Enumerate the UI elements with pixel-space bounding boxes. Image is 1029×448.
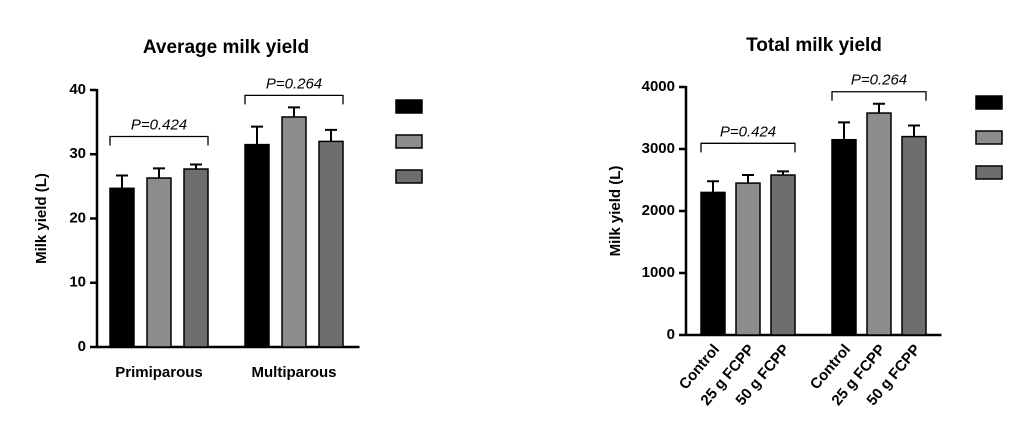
bar: [866, 112, 892, 336]
legend-swatch: [395, 134, 423, 149]
y-tick-label: 3000: [642, 140, 675, 157]
error-bar: [190, 163, 202, 170]
error-bar: [251, 125, 263, 145]
bar: [831, 138, 857, 336]
annotation: P=0.424: [720, 123, 776, 140]
bar: [901, 135, 927, 336]
legend-swatch: [395, 99, 423, 114]
legend-swatch: [395, 169, 423, 184]
significance-bracket: [831, 91, 927, 101]
legend-swatch: [975, 130, 1003, 145]
y-tick-label: 4000: [642, 78, 675, 95]
significance-bracket: [244, 94, 344, 105]
annotation: P=0.264: [266, 75, 322, 92]
y-tick-label: 40: [69, 81, 86, 98]
bar: [735, 182, 761, 336]
error-bar: [288, 106, 300, 117]
y-tick-label: 20: [69, 209, 86, 226]
y-tick-label: 30: [69, 145, 86, 162]
y-tick-label: 0: [667, 326, 675, 343]
error-bar: [873, 102, 885, 114]
error-bar: [777, 170, 789, 176]
significance-bracket: [700, 142, 796, 153]
bar: [183, 168, 209, 348]
legend-swatch: [975, 95, 1003, 110]
significance-bracket: [109, 135, 209, 146]
bar: [770, 174, 796, 336]
annotation: P=0.424: [131, 116, 187, 133]
bar: [146, 177, 172, 348]
y-tick-label: 0: [78, 338, 86, 355]
error-bar: [153, 167, 165, 179]
annotation: P=0.264: [851, 72, 907, 89]
bar: [318, 140, 344, 348]
x-tick-label: Primiparous: [115, 364, 203, 381]
y-tick-label: 1000: [642, 264, 675, 281]
legend-swatch: [975, 165, 1003, 180]
error-bar: [742, 174, 754, 184]
error-bar: [908, 124, 920, 137]
bar: [109, 187, 135, 348]
y-axis-label: Milk yield (L): [33, 173, 50, 264]
y-tick-label: 2000: [642, 202, 675, 219]
bar: [700, 191, 726, 336]
x-tick-label: Multiparous: [252, 364, 337, 381]
error-bar: [707, 180, 719, 193]
error-bar: [116, 174, 128, 189]
bar: [244, 143, 270, 348]
y-tick-label: 10: [69, 274, 86, 291]
chart-title: Total milk yield: [746, 35, 882, 56]
error-bar: [838, 121, 850, 140]
y-axis-label: Milk yield (L): [607, 166, 624, 257]
error-bar: [325, 128, 337, 142]
bar: [281, 116, 307, 348]
chart-title: Average milk yield: [143, 37, 309, 58]
